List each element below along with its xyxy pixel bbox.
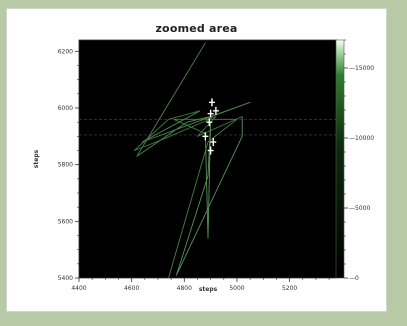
colorbar-tick-label: —5000 [349,205,370,212]
colorbar-tick-label: —10000 [349,135,374,142]
chart-title: zoomed area [155,22,238,35]
y-tick-label: 6200 [58,48,73,55]
x-tick-label: 5200 [282,285,297,292]
y-axis: 5400 5600 5800 6000 6200 [58,48,79,282]
x-tick-label: 5000 [229,285,244,292]
colorbar-tick-label: —15000 [349,65,374,72]
trajectory-path-1 [133,110,243,151]
plot-area [79,40,337,278]
y-tick-label: 5600 [58,218,73,225]
x-axis-label: steps [199,286,218,293]
trajectory-path-3 [168,118,238,279]
colorbar [335,39,345,279]
x-tick-label: 4400 [71,285,86,292]
colorbar-axis: —0 —5000 —10000 —15000 [344,39,374,282]
y-tick-label: 5800 [58,162,73,169]
x-axis: 4400 4600 4800 5000 5200 [71,278,330,292]
y-axis-label: steps [33,149,40,168]
y-tick-label: 5400 [58,275,73,282]
colorbar-tick-label: —0 [349,275,359,282]
data-layer [79,42,337,279]
x-tick-label: 4600 [124,285,139,292]
x-tick-label: 4800 [177,285,192,292]
trajectory-path-2 [175,116,243,276]
y-tick-label: 6000 [58,105,73,112]
